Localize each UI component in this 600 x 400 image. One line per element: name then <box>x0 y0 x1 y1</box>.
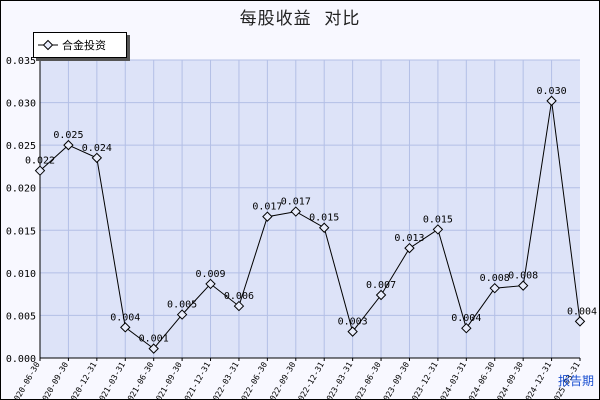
data-label: 0.005 <box>167 300 197 311</box>
y-tick-label: 0.000 <box>6 354 36 365</box>
x-tick-label: 2024-12-31 <box>521 360 553 400</box>
y-tick-label: 0.010 <box>6 269 36 280</box>
x-tick-label: 2020-12-31 <box>67 360 99 400</box>
y-tick-label: 0.025 <box>6 141 36 152</box>
data-label: 0.008 <box>508 271 538 282</box>
legend-label: 合金投资 <box>62 39 106 52</box>
data-label: 0.009 <box>195 269 225 280</box>
data-label: 0.017 <box>252 202 282 213</box>
data-point-marker <box>347 326 358 337</box>
data-label: 0.006 <box>224 291 254 302</box>
x-axis-period-label: 报告期 <box>558 374 595 388</box>
data-label: 0.004 <box>110 312 140 323</box>
data-label: 0.003 <box>338 317 368 328</box>
x-tick-label: 2021-06-30 <box>124 360 156 400</box>
data-point-marker <box>262 211 273 222</box>
y-tick-label: 0.030 <box>6 99 36 110</box>
series-line-hejin <box>39 100 581 350</box>
data-label: 0.004 <box>567 306 597 317</box>
data-point-marker <box>404 242 415 254</box>
x-tick-label: 2023-03-31 <box>322 360 354 400</box>
x-tick-labels: 2020-06-302020-09-302020-12-312021-03-31… <box>10 358 582 400</box>
data-label: 0.015 <box>309 213 339 224</box>
x-tick-label: 2024-03-31 <box>436 360 468 400</box>
data-point-marker <box>546 95 557 107</box>
data-label: 0.017 <box>281 197 311 208</box>
x-tick-label: 2022-09-30 <box>266 360 298 400</box>
data-label: 0.022 <box>25 156 55 167</box>
plot-area <box>40 60 580 358</box>
data-label: 0.001 <box>139 334 169 345</box>
legend: 合金投资 <box>33 32 127 58</box>
data-label: 0.025 <box>53 130 83 141</box>
data-point-marker <box>233 300 245 312</box>
x-tick-label: 2022-12-31 <box>294 360 326 400</box>
data-label: 0.013 <box>394 233 424 244</box>
data-label: 0.004 <box>451 313 481 324</box>
data-point-marker <box>432 224 444 235</box>
x-tick-label: 2023-06-30 <box>351 360 383 400</box>
data-label: 0.030 <box>537 86 567 97</box>
chart-title: 每股收益 对比 <box>239 9 361 29</box>
data-point-marker <box>489 282 500 294</box>
data-point-marker <box>517 280 529 291</box>
x-tick-label: 2020-09-30 <box>38 360 70 400</box>
data-point-marker <box>375 289 387 301</box>
data-point-marker <box>461 322 472 334</box>
data-point-marker <box>290 206 301 217</box>
legend-marker-icon <box>38 39 58 51</box>
data-point-marker <box>574 316 586 327</box>
x-tick-label: 2021-03-31 <box>95 360 127 400</box>
data-point-marker <box>148 343 159 354</box>
x-tick-label: 2021-12-31 <box>180 360 212 400</box>
data-point-marker <box>205 278 216 290</box>
axes <box>39 60 580 359</box>
x-tick-label: 2024-09-30 <box>493 360 525 400</box>
data-label: 0.015 <box>423 214 453 225</box>
y-tick-label: 0.015 <box>6 226 36 237</box>
data-point-marker <box>176 309 188 320</box>
x-tick-label: 2020-06-30 <box>10 360 42 400</box>
x-tick-label: 2022-03-31 <box>209 360 241 400</box>
data-label: 0.007 <box>366 280 396 291</box>
x-tick-label: 2023-09-30 <box>379 360 411 400</box>
data-labels: 0.022 0.025 0.024 0.004 0.001 0.005 0.009 0.006… <box>25 86 597 345</box>
x-tick-label: 2022-06-30 <box>237 360 269 400</box>
y-tick-label: 0.035 <box>6 56 36 67</box>
y-tick-label: 0.005 <box>6 311 36 322</box>
data-label: 0.008 <box>480 273 510 284</box>
data-label: 0.024 <box>82 143 112 154</box>
y-tick-labels: 0.000 0.005 0.010 0.015 0.020 0.025 0.030 0.035 <box>6 56 36 365</box>
data-points <box>34 95 586 354</box>
data-point-marker <box>120 322 131 333</box>
x-tick-label: 2021-09-30 <box>152 360 184 400</box>
data-point-marker <box>34 165 46 176</box>
y-tick-label: 0.020 <box>6 184 36 195</box>
data-point-marker <box>319 222 330 233</box>
x-tick-label: 2023-12-31 <box>408 360 440 400</box>
data-point-marker <box>63 139 74 151</box>
x-tick-label: 2024-06-30 <box>465 360 497 400</box>
data-point-marker <box>91 152 103 164</box>
